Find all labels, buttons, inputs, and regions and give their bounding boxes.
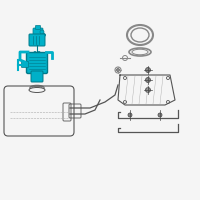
Circle shape <box>146 77 151 82</box>
Circle shape <box>42 33 46 36</box>
Circle shape <box>40 30 44 34</box>
FancyBboxPatch shape <box>33 28 43 36</box>
Circle shape <box>128 113 132 117</box>
FancyBboxPatch shape <box>29 34 45 46</box>
Circle shape <box>146 68 151 72</box>
Circle shape <box>146 88 151 92</box>
Circle shape <box>34 51 36 54</box>
Circle shape <box>158 113 162 117</box>
Circle shape <box>116 68 120 72</box>
FancyBboxPatch shape <box>26 52 48 73</box>
Circle shape <box>38 51 40 54</box>
Ellipse shape <box>29 88 45 92</box>
FancyBboxPatch shape <box>22 62 29 68</box>
FancyBboxPatch shape <box>31 71 43 82</box>
FancyBboxPatch shape <box>36 25 40 29</box>
